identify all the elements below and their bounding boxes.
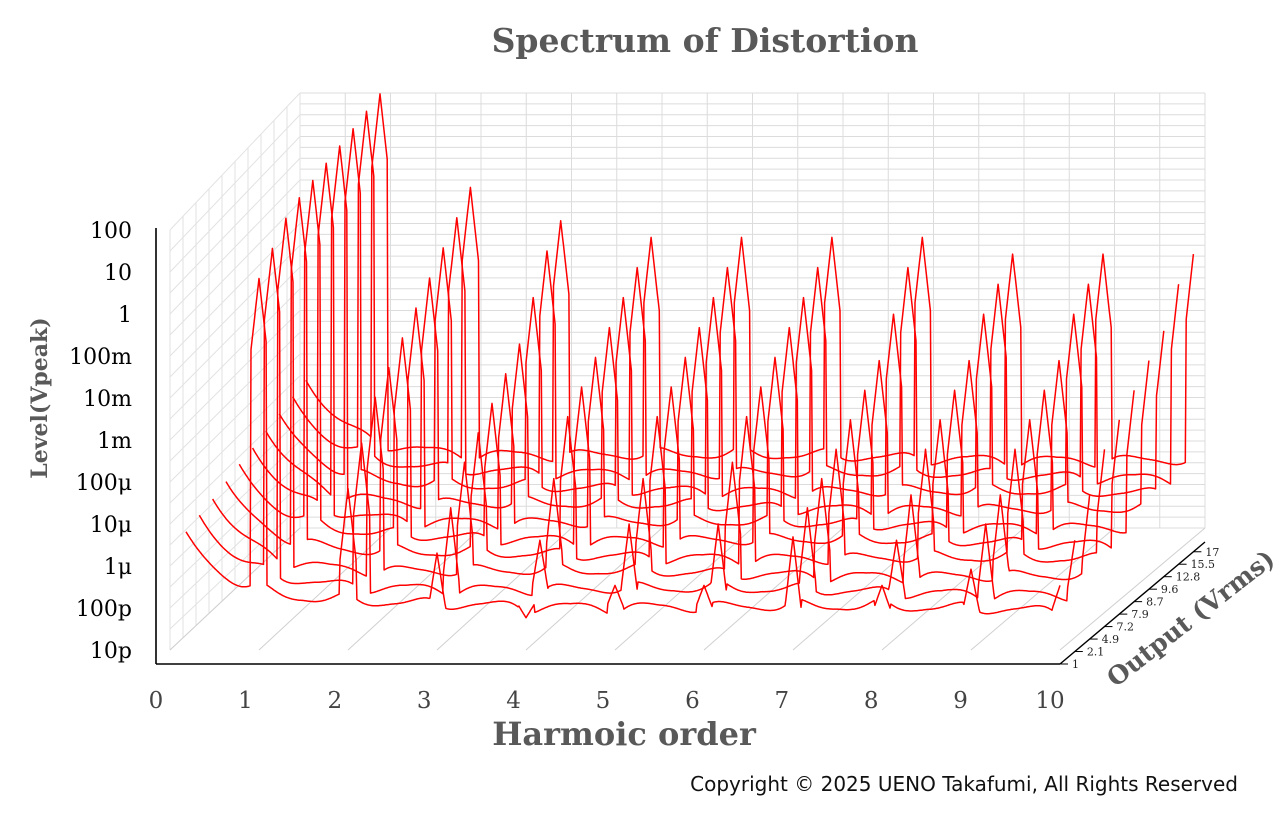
floor-gridline: [1059, 527, 1206, 651]
z-tick-label: 9.6: [1161, 583, 1179, 596]
x-tick-label: 1: [238, 688, 253, 714]
y-tick-label: 1m: [97, 429, 132, 454]
floor-gridline: [169, 527, 301, 651]
chart-title: Spectrum of Distortion: [492, 21, 919, 60]
z-tick-label: 1: [1072, 658, 1079, 671]
z-tick-label: 4.9: [1102, 633, 1120, 646]
series-line-15.5: [291, 110, 1180, 485]
x-tick-label: 8: [864, 688, 879, 714]
x-tick-label: 10: [1035, 688, 1064, 714]
y-tick-label: 100: [90, 219, 132, 244]
z-tick-label: 2.1: [1087, 646, 1105, 659]
x-tick-label: 2: [327, 688, 342, 714]
z-tick-label: 17: [1205, 546, 1219, 559]
labels-layer: 10p 100p 1μ 10μ 100μ 1m 10m 100m 1 10 100 0 1 2 3 4 5 6 7 8…: [69, 219, 1219, 714]
x-tick-label: 4: [506, 688, 521, 714]
x-tick-label: 0: [149, 688, 164, 714]
y-tick-label: 10m: [83, 387, 132, 412]
series-layer: [185, 93, 1195, 619]
floor-gridline: [525, 527, 663, 651]
copyright-notice: Copyright © 2025 UENO Takafumi, All Righ…: [690, 772, 1238, 796]
series-line-7.9: [238, 179, 1121, 550]
series-line-4.9: [212, 217, 1091, 584]
x-tick-label: 5: [596, 688, 611, 714]
floor-gridline: [258, 527, 391, 651]
y-tick-label: 100m: [69, 345, 132, 370]
x-tick-label: 7: [774, 688, 789, 714]
z-tick-label: 15.5: [1191, 558, 1216, 571]
y-tick-label: 100p: [76, 597, 132, 622]
floor-gridline: [970, 527, 1115, 651]
series-line-17: [305, 93, 1195, 468]
x-tick-label: 9: [953, 688, 968, 714]
y-axis-label: Level(Vpeak): [27, 317, 53, 478]
series-line-8.7: [251, 162, 1135, 535]
x-axis-label: Harmoic order: [492, 715, 757, 753]
y-tick-label: 1: [118, 303, 132, 328]
x-tick-label: 6: [685, 688, 700, 714]
series-line-12.8: [278, 127, 1165, 499]
z-tick-label: 7.9: [1131, 608, 1149, 621]
floor-gridline: [347, 527, 482, 651]
z-tick-label: 7.2: [1116, 621, 1134, 634]
series-line-2.1: [198, 247, 1076, 602]
series-line-7.2: [225, 197, 1106, 565]
z-tick-label: 12.8: [1176, 571, 1201, 584]
series-line-1: [185, 277, 1061, 619]
y-tick-label: 100μ: [76, 471, 132, 496]
z-axis-line: [1059, 541, 1206, 665]
grid-layer: [169, 92, 1206, 651]
y-tick-label: 10: [104, 261, 132, 286]
floor-gridline: [614, 527, 753, 651]
axes-layer: [155, 228, 1206, 665]
floor-gridline: [703, 527, 844, 651]
floor-gridline: [436, 527, 572, 651]
x-tick-label: 3: [417, 688, 432, 714]
y-tick-label: 10μ: [90, 513, 132, 538]
y-tick-label: 1μ: [104, 555, 132, 580]
z-tick-label: 8.7: [1146, 596, 1164, 609]
y-tick-label: 10p: [90, 639, 132, 664]
